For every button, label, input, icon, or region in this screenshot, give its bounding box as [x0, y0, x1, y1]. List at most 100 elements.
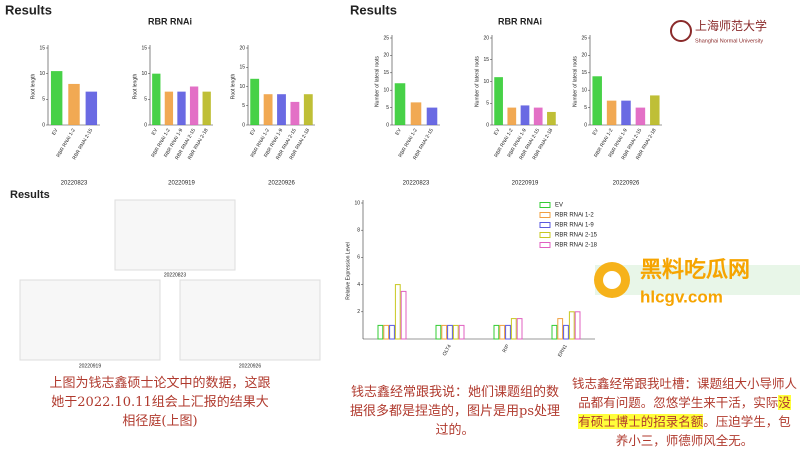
results-title: Results: [5, 2, 52, 17]
watermark-url: hlcgv.com: [640, 287, 723, 306]
y-tick-label: 10: [383, 88, 389, 94]
y-tick-label: 0: [144, 122, 147, 128]
watermark-icon: [603, 271, 621, 289]
y-tick-label: 15: [581, 70, 587, 76]
bar: [68, 83, 80, 125]
y-axis-label: Root length: [230, 73, 236, 99]
y-tick-label: 0: [486, 122, 489, 128]
y-tick-label: 10: [483, 79, 489, 85]
bar: [505, 324, 511, 340]
bar: [389, 324, 395, 340]
bar: [50, 71, 63, 125]
logo-en: Shanghai Normal University: [695, 38, 763, 44]
y-tick-label: 2: [357, 309, 360, 315]
date-label: 20220823: [403, 181, 430, 187]
y-tick-label: 5: [584, 105, 587, 111]
rnai-title: RBR RNAi: [148, 16, 192, 26]
x-tick-label: EV: [394, 127, 403, 136]
x-tick-label: EV: [151, 127, 160, 136]
y-tick-label: 20: [581, 53, 587, 59]
bar: [516, 318, 523, 340]
y-tick-label: 25: [383, 35, 389, 41]
date-label: 20220919: [512, 181, 539, 187]
date-label: 20220823: [61, 181, 88, 187]
legend-swatch: [539, 232, 551, 238]
y-tick-label: 15: [39, 45, 45, 51]
y-tick-label: 10: [141, 71, 147, 77]
caption-part: 。压迫学生，包养小三，师德师风全无。: [615, 414, 791, 448]
y-tick-label: 15: [483, 57, 489, 63]
bar: [85, 91, 98, 125]
y-axis-label: Relative Expression Level: [345, 242, 351, 300]
bar: [635, 107, 646, 125]
y-tick-label: 0: [386, 122, 389, 128]
y-tick-label: 6: [357, 255, 360, 261]
legend-label: RBR RNAi 1-9: [555, 223, 594, 229]
y-tick-label: 10: [239, 84, 245, 90]
y-tick-label: 5: [144, 97, 147, 103]
bar: [458, 324, 465, 340]
y-tick-label: 15: [239, 65, 245, 71]
bar: [568, 311, 575, 340]
bar: [510, 318, 517, 340]
y-tick-label: 0: [584, 122, 587, 128]
bar: [152, 73, 161, 125]
bar: [557, 318, 564, 340]
bar: [533, 107, 543, 125]
bar: [606, 100, 617, 125]
y-tick-label: 4: [357, 282, 360, 288]
thumb-chart: [179, 279, 321, 361]
legend-label: EV: [555, 203, 563, 209]
bar: [177, 91, 186, 125]
x-tick-label: EV: [51, 127, 60, 136]
bar: [499, 324, 506, 340]
bar: [520, 105, 530, 125]
bar: [563, 324, 569, 340]
logo-cn: 上海师范大学: [695, 18, 767, 33]
y-axis-label: Number of lateral roots: [572, 56, 578, 107]
y-tick-label: 20: [383, 53, 389, 59]
y-axis-label: Root length: [30, 73, 36, 99]
watermark-name: 黑料吃瓜网: [640, 257, 750, 282]
caption-part: 钱志鑫经常跟我吐槽：课题组大小导师人品都有问题。忽悠学生来干活，实际: [572, 376, 798, 410]
y-tick-label: 8: [357, 228, 360, 234]
y-tick-label: 10: [581, 88, 587, 94]
caption-middle: 钱志鑫经常跟我说：她们课题组的数据很多都是捏造的，图片是用ps处理过的。: [350, 385, 560, 438]
y-axis-label: Root length: [132, 73, 138, 99]
x-tick-label: EV: [493, 127, 502, 136]
thumb-date: 20220823: [164, 272, 186, 278]
y-tick-label: 5: [242, 103, 245, 109]
legend-swatch: [539, 222, 551, 228]
legend-label: RBR RNAi 2-15: [555, 233, 598, 239]
bar: [202, 91, 211, 125]
bar: [250, 78, 260, 125]
bar: [290, 101, 300, 125]
y-tick-label: 20: [483, 35, 489, 41]
x-tick-label: RIP: [502, 343, 512, 354]
bar: [435, 324, 442, 340]
caption-left: 上图为钱志鑫硕士论文中的数据，这跟她于2022.10.11组会上汇报的结果大相径…: [49, 376, 271, 429]
y-tick-label: 0: [42, 122, 45, 128]
y-axis-label: Number of lateral roots: [374, 56, 380, 107]
bar: [547, 111, 556, 125]
bar: [263, 94, 273, 125]
y-tick-label: 10: [354, 200, 360, 206]
bar: [494, 77, 503, 125]
y-tick-label: 15: [141, 45, 147, 51]
legend-label: RBR RNAi 1-2: [555, 213, 594, 219]
logo-seal: [670, 20, 692, 42]
y-tick-label: 20: [239, 45, 245, 51]
bar: [621, 100, 631, 125]
bar: [426, 107, 438, 125]
bar: [410, 102, 422, 125]
thumb-date: 20220926: [239, 363, 261, 369]
bar: [303, 94, 313, 125]
bar: [164, 91, 174, 125]
legend-swatch: [539, 212, 551, 218]
bar: [452, 324, 459, 340]
y-tick-label: 15: [383, 70, 389, 76]
x-tick-label: EV: [249, 127, 258, 136]
bar: [493, 324, 500, 340]
rnai-title: RBR RNAi: [498, 16, 542, 26]
